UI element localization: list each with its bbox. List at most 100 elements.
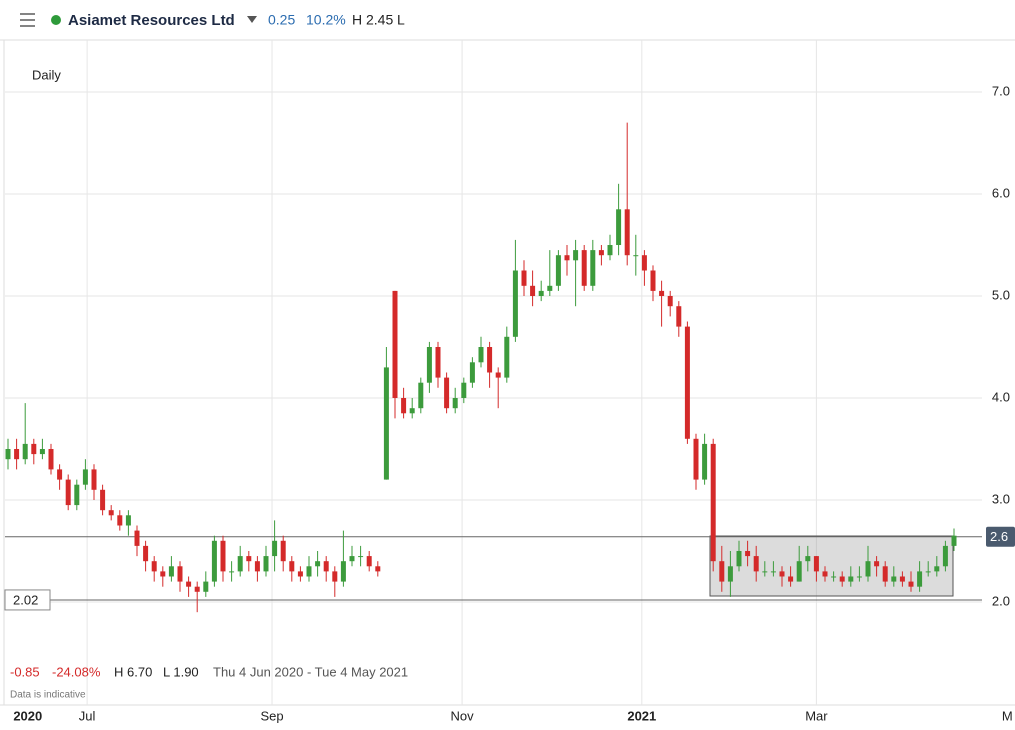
dropdown-arrow[interactable]: [247, 16, 257, 23]
candle-body: [581, 250, 587, 286]
y-tick-label: 5.0: [992, 287, 1010, 302]
candle-body: [229, 571, 235, 573]
footer-change: -0.85: [10, 664, 40, 679]
header-change-pct: 10.2%: [306, 12, 346, 28]
candle-body: [951, 535, 957, 546]
candle-body: [659, 290, 665, 297]
candle-body: [702, 443, 708, 480]
candle-body: [478, 347, 484, 363]
header-low: L: [397, 12, 405, 28]
candle-body: [521, 270, 527, 286]
candle-body: [254, 561, 260, 572]
candle-body: [848, 576, 854, 582]
candle-body: [530, 285, 536, 297]
y-tick-label: 6.0: [992, 185, 1010, 200]
candle-body: [573, 250, 579, 261]
candle-body: [650, 270, 656, 291]
candle-body: [788, 576, 794, 582]
candle-body: [263, 556, 269, 572]
candle-body: [143, 545, 149, 562]
candle-body: [908, 581, 914, 587]
candle-body: [762, 571, 768, 573]
candle-body: [168, 566, 174, 577]
candle-body: [882, 566, 888, 582]
candle-body: [315, 561, 321, 567]
candle-body: [91, 469, 97, 490]
candle-body: [22, 443, 28, 460]
candle-body: [211, 540, 217, 582]
footer-high: H 6.70: [114, 664, 152, 679]
x-tick-label: 2020: [13, 708, 42, 723]
candle-body: [31, 443, 37, 455]
candle-body: [426, 347, 432, 383]
candle-body: [452, 397, 458, 409]
candle-body: [856, 576, 862, 578]
footer-note: Data is indicative: [10, 690, 86, 701]
candle-body: [409, 408, 415, 414]
candle-body: [100, 489, 106, 511]
candle-body: [598, 250, 604, 256]
candle-body: [641, 255, 647, 271]
candle-body: [917, 571, 923, 587]
candle-body: [74, 484, 80, 506]
candle-body: [676, 306, 682, 327]
candle-body: [874, 561, 880, 567]
candle-body: [39, 448, 45, 455]
footer-range: Thu 4 Jun 2020 - Tue 4 May 2021: [213, 664, 408, 679]
candle-body: [237, 556, 243, 572]
footer-low: L 1.90: [163, 664, 199, 679]
candle-body: [14, 448, 20, 460]
candle-body: [332, 571, 338, 582]
y-tick-label: 4.0: [992, 389, 1010, 404]
price-label-box: [4, 589, 51, 611]
candle-body: [607, 245, 613, 256]
candle-body: [220, 540, 226, 572]
candle-body: [203, 581, 209, 592]
candle-body: [624, 209, 630, 256]
header-high: H 2.45: [352, 12, 393, 28]
candle-body: [435, 347, 441, 378]
candle-body: [383, 367, 389, 480]
candle-body: [306, 566, 312, 577]
menu-icon[interactable]: [20, 13, 35, 27]
candle-body: [289, 561, 295, 572]
candle-body: [461, 382, 467, 398]
candle-body: [469, 362, 475, 383]
candle-body: [487, 347, 493, 373]
candle-body: [117, 515, 123, 526]
candle-body: [727, 566, 733, 582]
candle-body: [392, 290, 398, 398]
candle-body: [538, 290, 544, 297]
candle-body: [745, 550, 751, 557]
candle-body: [753, 556, 759, 572]
candle-body: [684, 326, 690, 439]
x-tick-label: 2021: [627, 708, 656, 723]
candle-body: [719, 561, 725, 582]
candle-body: [358, 556, 364, 558]
candle-body: [736, 550, 742, 567]
price-label: 2.02: [13, 592, 38, 607]
candle-body: [418, 382, 424, 409]
candle-body: [891, 576, 897, 582]
candle-body: [375, 566, 381, 572]
candle-body: [667, 296, 673, 307]
candle-body: [82, 469, 88, 485]
candle-body: [839, 576, 845, 582]
candle-body: [323, 561, 329, 572]
x-tick-label: Mar: [805, 708, 828, 723]
candle-body: [444, 377, 450, 409]
candle-body: [770, 571, 776, 573]
candle-body: [822, 571, 828, 577]
candle-body: [899, 576, 905, 582]
candle-body: [108, 510, 114, 516]
candle-body: [865, 561, 871, 577]
candle-body: [5, 448, 11, 460]
candle-body: [495, 372, 501, 378]
instrument-name[interactable]: Asiamet Resources Ltd: [68, 12, 235, 29]
candle-body: [616, 209, 622, 246]
y-tick-label: 2.0: [992, 593, 1010, 608]
interval-label: Daily: [32, 67, 61, 82]
candle-body: [831, 576, 837, 578]
candle-body: [633, 255, 639, 257]
